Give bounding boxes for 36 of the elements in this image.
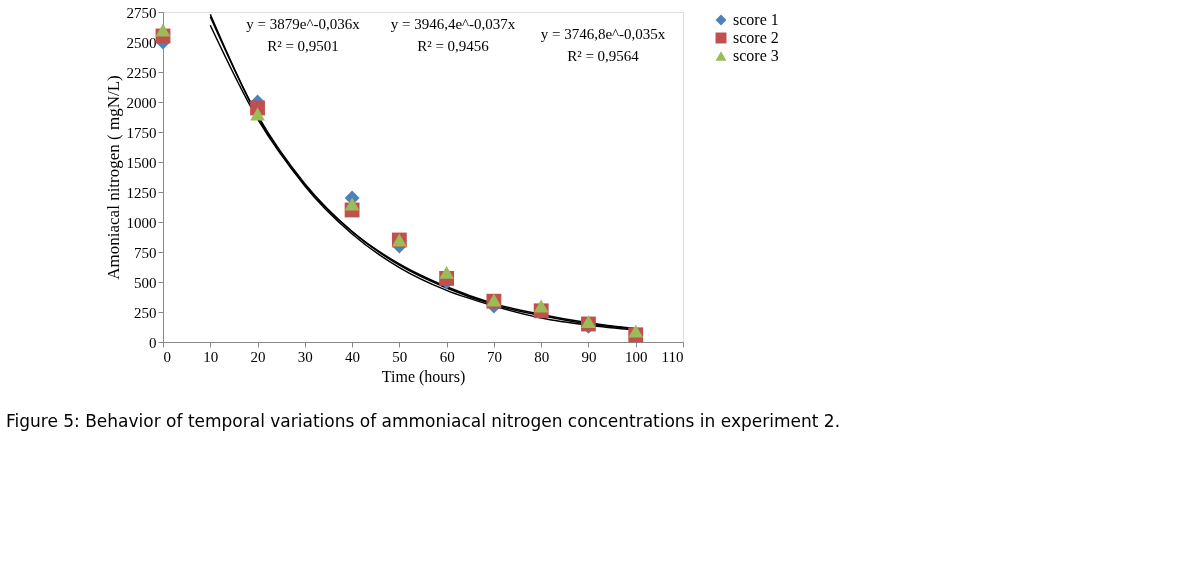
x-tick-label: 90 <box>581 348 597 365</box>
y-tick-label: 2750 <box>126 4 157 21</box>
y-tick-label: 2500 <box>126 34 157 51</box>
annotation: y = 3746,8e^-0,035x <box>540 26 666 42</box>
y-tick-label: 1000 <box>126 214 157 231</box>
annotation: y = 3879e^-0,036x <box>246 16 361 32</box>
x-tick-label: 20 <box>250 348 266 365</box>
x-tick-label: 40 <box>345 348 361 365</box>
x-tick-label: 0 <box>163 348 171 365</box>
y-tick-label: 1250 <box>126 184 157 201</box>
x-tick-label: 10 <box>203 348 219 365</box>
legend-label: score 2 <box>733 29 779 46</box>
y-axis-title: Amoniacal nitrogen ( mgN/L) <box>103 75 123 280</box>
y-tick-label: 750 <box>134 244 157 261</box>
x-tick-label: 30 <box>297 348 313 365</box>
y-tick-label: 2250 <box>126 64 157 81</box>
annotation: R² = 0,9501 <box>267 38 339 54</box>
x-tick-label: 110 <box>661 348 684 365</box>
x-tick-label: 80 <box>534 348 550 365</box>
annotation: R² = 0,9564 <box>567 48 640 64</box>
x-tick-label: 70 <box>486 348 502 365</box>
x-axis-title: Time (hours) <box>381 367 466 386</box>
y-tick-label: 0 <box>149 334 157 351</box>
y-tick-label: 1500 <box>126 154 157 171</box>
legend-label: score 1 <box>733 11 779 28</box>
annotation: y = 3946,4e^-0,037x <box>390 16 516 32</box>
y-tick-label: 1750 <box>126 124 157 141</box>
x-tick-label: 100 <box>624 348 648 365</box>
legend-label: score 3 <box>733 47 779 64</box>
y-tick-label: 2000 <box>126 94 157 111</box>
caption: Figure 5: Behavior of temporal variations of ammoniacal nitrogen concentrations in experiment 2. <box>5 411 841 431</box>
y-tick-label: 250 <box>134 304 157 321</box>
x-tick-label: 50 <box>392 348 408 365</box>
x-tick-label: 60 <box>439 348 455 365</box>
y-tick-label: 500 <box>134 274 157 291</box>
annotation: R² = 0,9456 <box>417 38 490 54</box>
